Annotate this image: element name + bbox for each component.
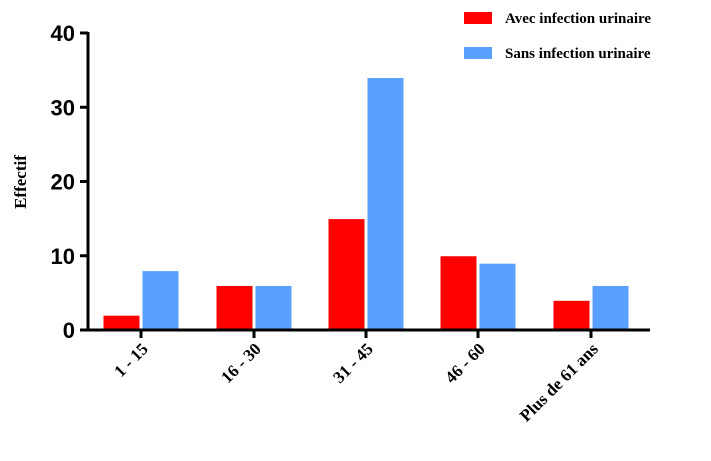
bar-sans-0 [141, 270, 180, 331]
bar-sans-3 [478, 262, 517, 331]
bar-avec-3 [439, 255, 478, 331]
bar-avec-4 [552, 299, 591, 331]
y-tick-label: 10 [51, 244, 75, 269]
legend-swatch [464, 12, 492, 24]
x-tick-label: 31 - 45 [329, 339, 376, 386]
bar-avec-0 [102, 314, 141, 331]
legend: Avec infection urinaire Sans infection ur… [464, 11, 651, 62]
bar-avec-1 [215, 284, 254, 331]
y-tick-label: 0 [63, 318, 75, 343]
y-tick-label: 30 [51, 95, 75, 120]
y-axis-ticks: 0 10 20 30 40 [51, 21, 88, 343]
bar-sans-4 [591, 284, 630, 331]
x-axis-ticks: 1 - 15 16 - 30 31 - 45 46 - 60 Plus de 61 an… [110, 330, 602, 425]
x-tick-label: Plus de 61 ans [516, 339, 602, 425]
y-tick-label: 40 [51, 21, 75, 46]
bars-group [102, 77, 630, 331]
legend-swatch [464, 47, 492, 59]
bar-avec-2 [327, 218, 366, 331]
bar-sans-2 [366, 77, 405, 331]
x-tick-label: 46 - 60 [441, 339, 488, 386]
y-tick-label: 20 [51, 170, 75, 195]
legend-label: Avec infection urinaire [505, 11, 651, 27]
x-tick-label: 16 - 30 [217, 339, 264, 386]
bar-sans-1 [254, 284, 293, 331]
y-axis-label: Effectif [11, 155, 30, 209]
legend-label: Sans infection urinaire [505, 46, 651, 62]
x-tick-label: 1 - 15 [110, 339, 151, 380]
